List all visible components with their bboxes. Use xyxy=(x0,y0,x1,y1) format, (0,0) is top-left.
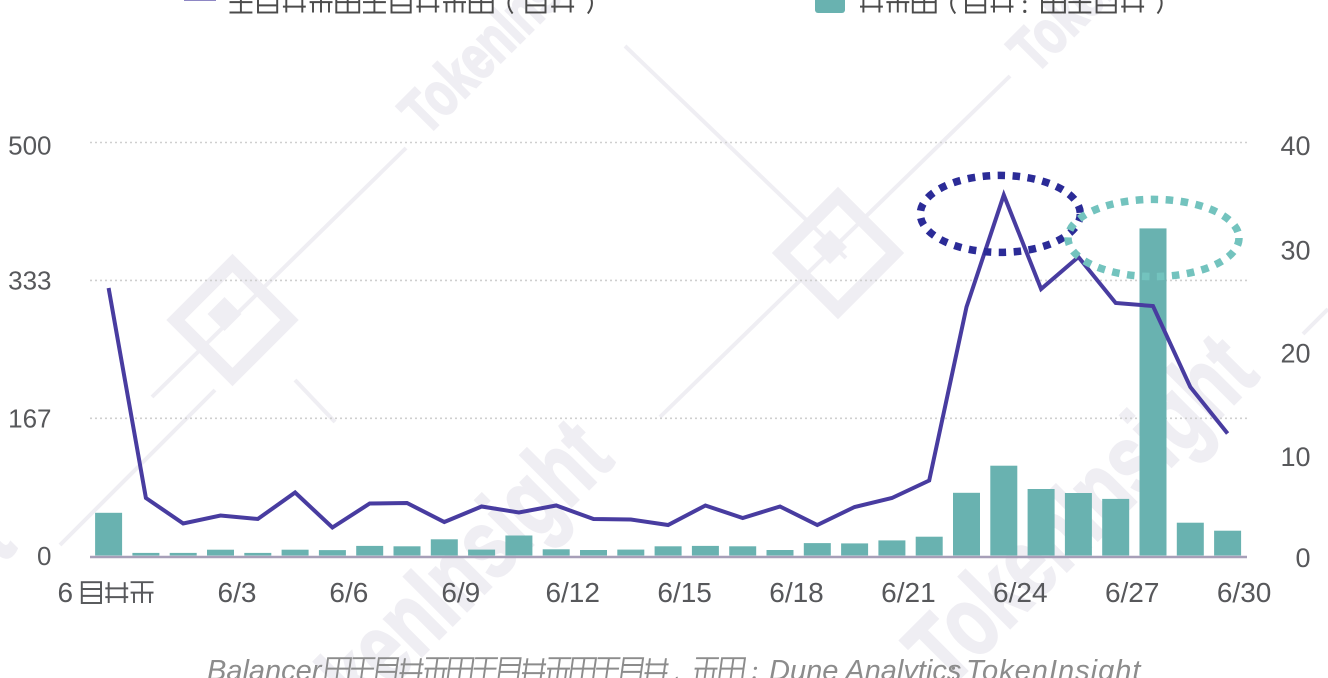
svg-text:TokenInsight: TokenInsight xyxy=(386,0,632,147)
svg-text:TokenInsight: TokenInsight xyxy=(0,485,33,678)
svg-text:TokenInsight: TokenInsight xyxy=(966,655,1142,678)
svg-text:6/3: 6/3 xyxy=(218,577,257,608)
svg-text:6/27: 6/27 xyxy=(1105,577,1160,608)
svg-text:6/12: 6/12 xyxy=(545,577,600,608)
svg-text:6/15: 6/15 xyxy=(657,577,712,608)
svg-text:6: 6 xyxy=(58,577,74,608)
svg-text:167: 167 xyxy=(8,403,51,433)
svg-text:Balancer: Balancer xyxy=(207,655,323,678)
svg-text:20: 20 xyxy=(1280,338,1310,368)
svg-text:10: 10 xyxy=(1280,442,1310,472)
svg-text:6/21: 6/21 xyxy=(881,577,936,608)
svg-text:0: 0 xyxy=(37,541,51,571)
svg-text:500: 500 xyxy=(8,130,51,160)
svg-text:6/9: 6/9 xyxy=(441,577,480,608)
svg-text:Dune Analytics: Dune Analytics xyxy=(769,655,961,678)
svg-text:6/18: 6/18 xyxy=(769,577,824,608)
svg-text:0: 0 xyxy=(1295,543,1310,573)
svg-text:TokenInsight: TokenInsight xyxy=(995,0,1241,85)
svg-text:6/30: 6/30 xyxy=(1217,577,1272,608)
svg-text:6/6: 6/6 xyxy=(329,577,368,608)
svg-text:40: 40 xyxy=(1280,131,1310,161)
svg-text:333: 333 xyxy=(8,266,51,296)
svg-text:6/24: 6/24 xyxy=(993,577,1048,608)
svg-text:TokenInsight: TokenInsight xyxy=(240,399,632,678)
svg-text:30: 30 xyxy=(1280,235,1310,265)
